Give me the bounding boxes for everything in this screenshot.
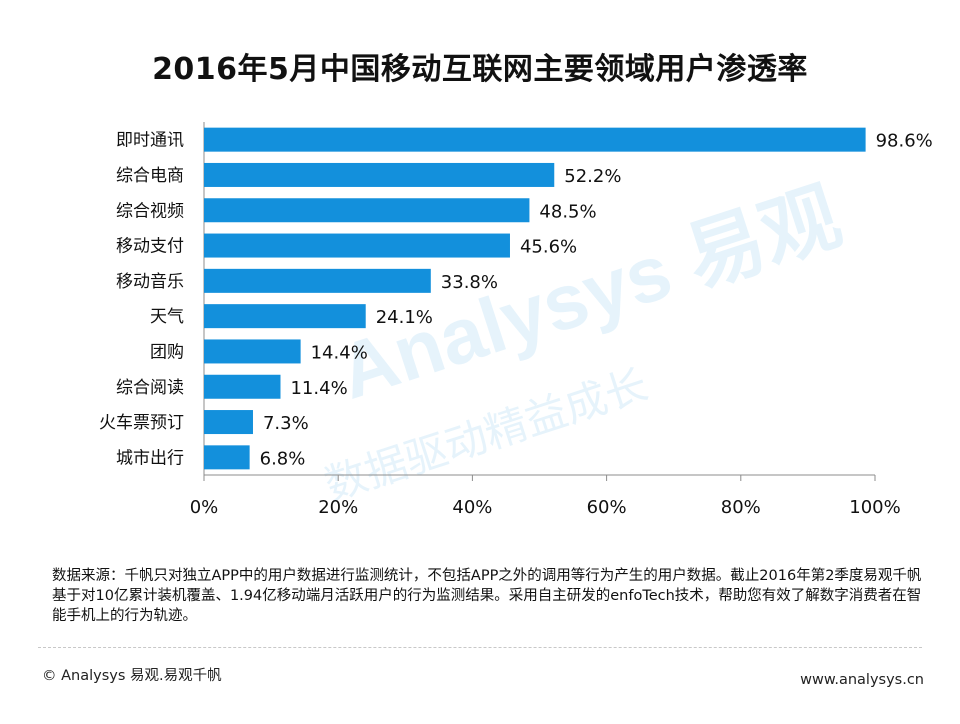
value-label: 6.8% bbox=[260, 448, 306, 469]
x-tick-label: 40% bbox=[452, 497, 492, 518]
value-label: 48.5% bbox=[539, 201, 596, 222]
bar bbox=[204, 445, 250, 470]
category-label: 综合视频 bbox=[116, 201, 184, 221]
bar bbox=[204, 410, 253, 435]
value-label: 45.6% bbox=[520, 237, 577, 258]
bar bbox=[204, 268, 431, 293]
x-tick-label: 60% bbox=[587, 497, 627, 518]
bar bbox=[204, 339, 301, 364]
value-label: 14.4% bbox=[311, 342, 368, 363]
value-label: 11.4% bbox=[290, 378, 347, 399]
value-label: 7.3% bbox=[263, 413, 309, 434]
x-tick-label: 20% bbox=[318, 497, 358, 518]
category-label: 移动支付 bbox=[116, 237, 184, 257]
value-label: 24.1% bbox=[376, 307, 433, 328]
value-label: 52.2% bbox=[564, 166, 621, 187]
bar-chart: 0% 20% 40% 60% 80% 100% 即时通讯 98.6% 综合电商 52.2% 综合视频… bbox=[99, 122, 933, 518]
x-tick-label: 0% bbox=[190, 497, 219, 518]
category-label: 移动音乐 bbox=[116, 272, 184, 292]
category-label: 火车票预订 bbox=[99, 413, 184, 433]
category-label: 综合电商 bbox=[116, 166, 184, 186]
bar bbox=[204, 162, 555, 187]
bar bbox=[204, 127, 866, 152]
x-tick-label: 80% bbox=[721, 497, 761, 518]
bar bbox=[204, 374, 281, 399]
footer-divider bbox=[38, 647, 922, 648]
copyright-text: © Analysys 易观.易观千帆 bbox=[42, 668, 222, 684]
category-label: 天气 bbox=[150, 307, 184, 327]
category-label: 即时通讯 bbox=[116, 131, 184, 151]
category-label: 城市出行 bbox=[116, 448, 184, 468]
category-label: 团购 bbox=[150, 342, 184, 362]
bar bbox=[204, 304, 366, 329]
value-label: 33.8% bbox=[441, 272, 498, 293]
x-tick-label: 100% bbox=[849, 497, 900, 518]
website-url: www.analysys.cn bbox=[800, 672, 924, 688]
source-note: 数据来源：千帆只对独立APP中的用户数据进行监测统计，不包括APP之外的调用等行… bbox=[52, 568, 922, 624]
chart-title: 2016年5月中国移动互联网主要领域用户渗透率 bbox=[152, 52, 808, 87]
bar bbox=[204, 198, 530, 223]
bar bbox=[204, 233, 510, 258]
category-label: 综合阅读 bbox=[116, 378, 184, 398]
value-label: 98.6% bbox=[876, 131, 933, 152]
